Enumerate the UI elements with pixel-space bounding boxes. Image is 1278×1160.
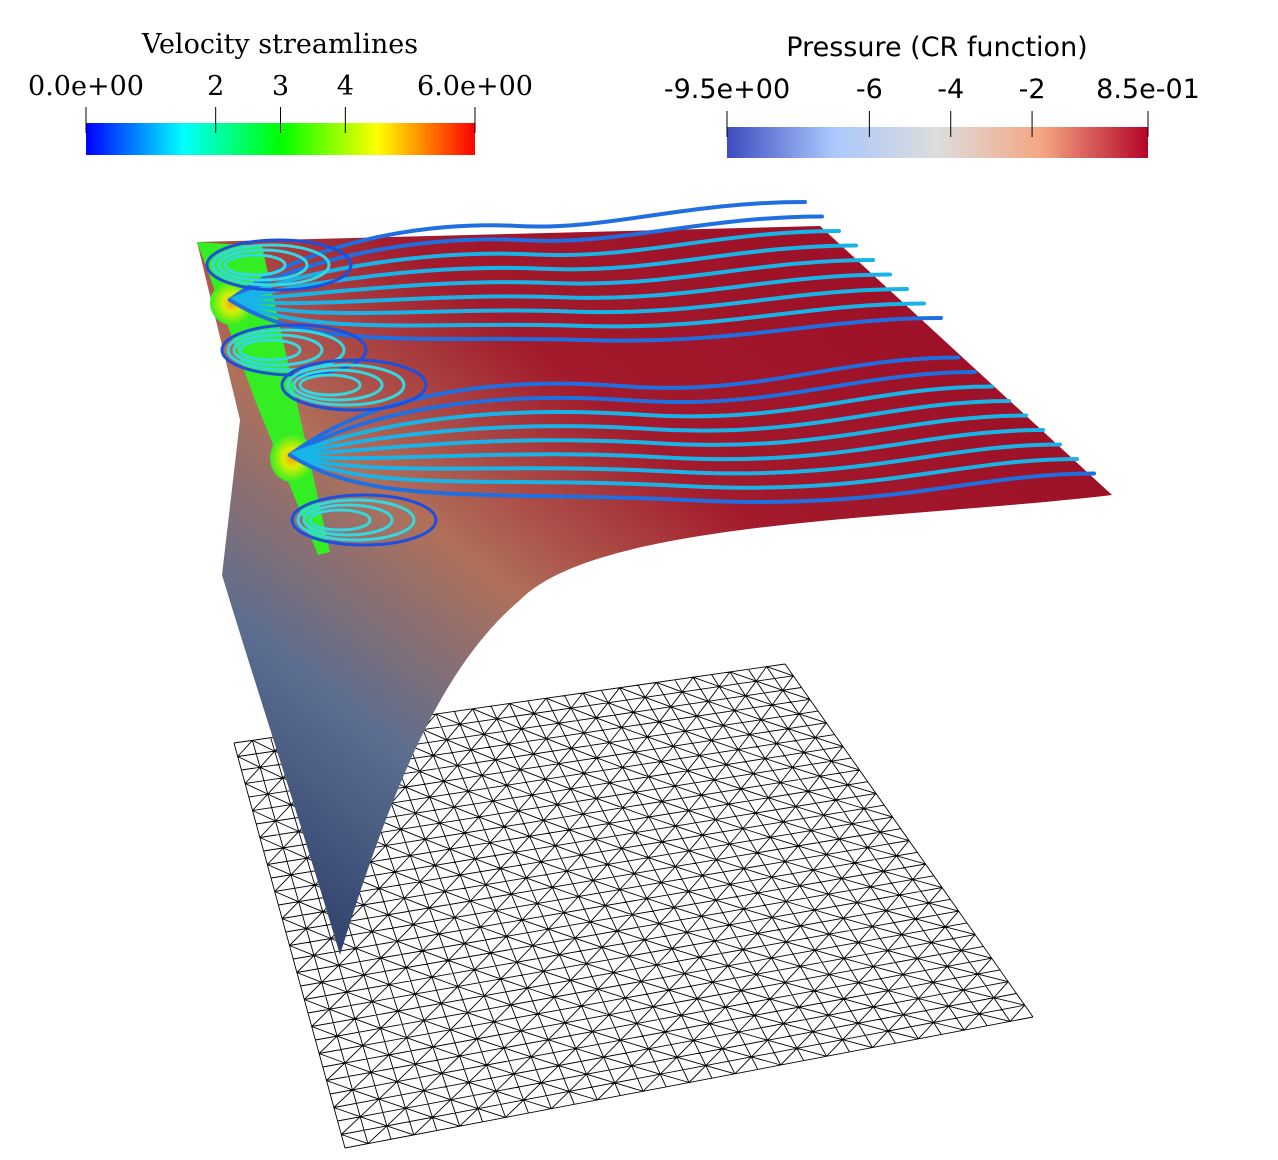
streamline [228, 287, 909, 316]
vortex [286, 363, 406, 407]
streamline [228, 214, 824, 302]
vortex [308, 508, 372, 532]
vortex [298, 373, 362, 397]
streamline [288, 370, 977, 457]
tick-label: -4 [937, 74, 964, 105]
vortex [232, 333, 324, 367]
streamline [228, 243, 858, 302]
streamline [228, 298, 926, 329]
vortex [205, 238, 353, 292]
streamline [288, 428, 1045, 462]
tick-label: 0.0e+00 [28, 71, 144, 102]
vortex [292, 368, 384, 402]
streamline [228, 298, 943, 343]
streamline [228, 272, 892, 306]
streamline [288, 399, 1011, 457]
streamline [228, 229, 841, 302]
streamline [228, 258, 875, 302]
streamlines [205, 200, 1096, 547]
tick-label: -6 [856, 74, 883, 105]
vortex [238, 338, 302, 362]
vortex [280, 358, 428, 412]
vortex [296, 498, 416, 542]
colorbar-title: Pressure (CR function) [786, 32, 1087, 63]
tick-label: -2 [1019, 74, 1046, 105]
vortex [217, 248, 309, 282]
tick-label: -9.5e+00 [664, 74, 790, 105]
tick-label: 4 [337, 71, 354, 102]
vortex [223, 253, 287, 277]
tick-label: 2 [207, 71, 224, 102]
vortex [211, 243, 331, 287]
streamline [228, 200, 807, 302]
colorbar [727, 127, 1148, 158]
colorbar-title: Velocity streamlines [141, 29, 418, 60]
streamline [288, 442, 1062, 476]
tick-label: 6.0e+00 [417, 71, 533, 102]
vortex [290, 493, 438, 547]
vortex [302, 503, 394, 537]
legends: Velocity streamlines 0.0e+00 2 3 4 6.0e+00 Pre… [28, 29, 1200, 158]
streamline [288, 453, 1079, 490]
tick-label: 8.5e-01 [1096, 74, 1200, 105]
tick-label: 3 [272, 71, 289, 102]
streamline [288, 453, 1096, 504]
streamline [288, 413, 1028, 457]
vortex [226, 328, 346, 372]
streamline [288, 384, 994, 457]
